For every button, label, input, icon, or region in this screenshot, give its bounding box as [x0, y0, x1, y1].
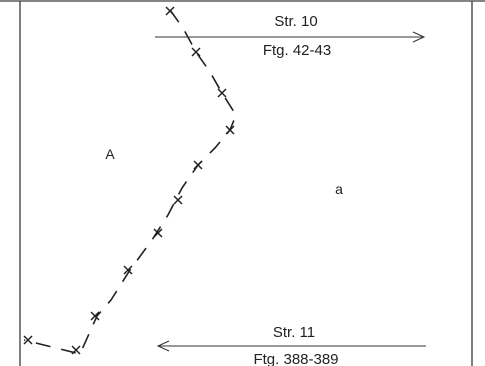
- area-label-west: A: [105, 146, 115, 162]
- parcel-boundary-line: [23, 9, 237, 355]
- vertex-cross-marker: [193, 160, 203, 170]
- street-lower-arrow-head: [156, 340, 170, 352]
- vertex-cross-marker: [225, 125, 235, 135]
- vertex-cross-marker: [191, 47, 201, 57]
- area-label-east: a: [335, 181, 343, 197]
- street-lower: Str. 11 Ftg. 388-389: [156, 324, 426, 366]
- street-upper-name: Str. 10: [274, 13, 317, 30]
- vertex-cross-marker: [23, 335, 33, 345]
- vertex-cross-marker: [123, 265, 133, 275]
- boundary-line-group: [23, 9, 237, 355]
- vertex-cross-marker: [217, 88, 227, 98]
- street-lower-parcels: Ftg. 388-389: [253, 351, 338, 366]
- vertex-cross-marker: [71, 345, 81, 355]
- vertex-cross-marker: [90, 311, 100, 321]
- street-upper-parcels: Ftg. 42-43: [263, 42, 331, 59]
- vertex-cross-marker: [165, 6, 175, 16]
- street-upper: Str. 10 Ftg. 42-43: [155, 13, 426, 59]
- street-upper-arrow-head: [412, 31, 426, 43]
- vertex-cross-marker: [173, 195, 183, 205]
- street-lower-name: Str. 11: [273, 324, 315, 341]
- boundary-vertex-markers: [23, 6, 235, 355]
- vertex-cross-marker: [153, 228, 163, 238]
